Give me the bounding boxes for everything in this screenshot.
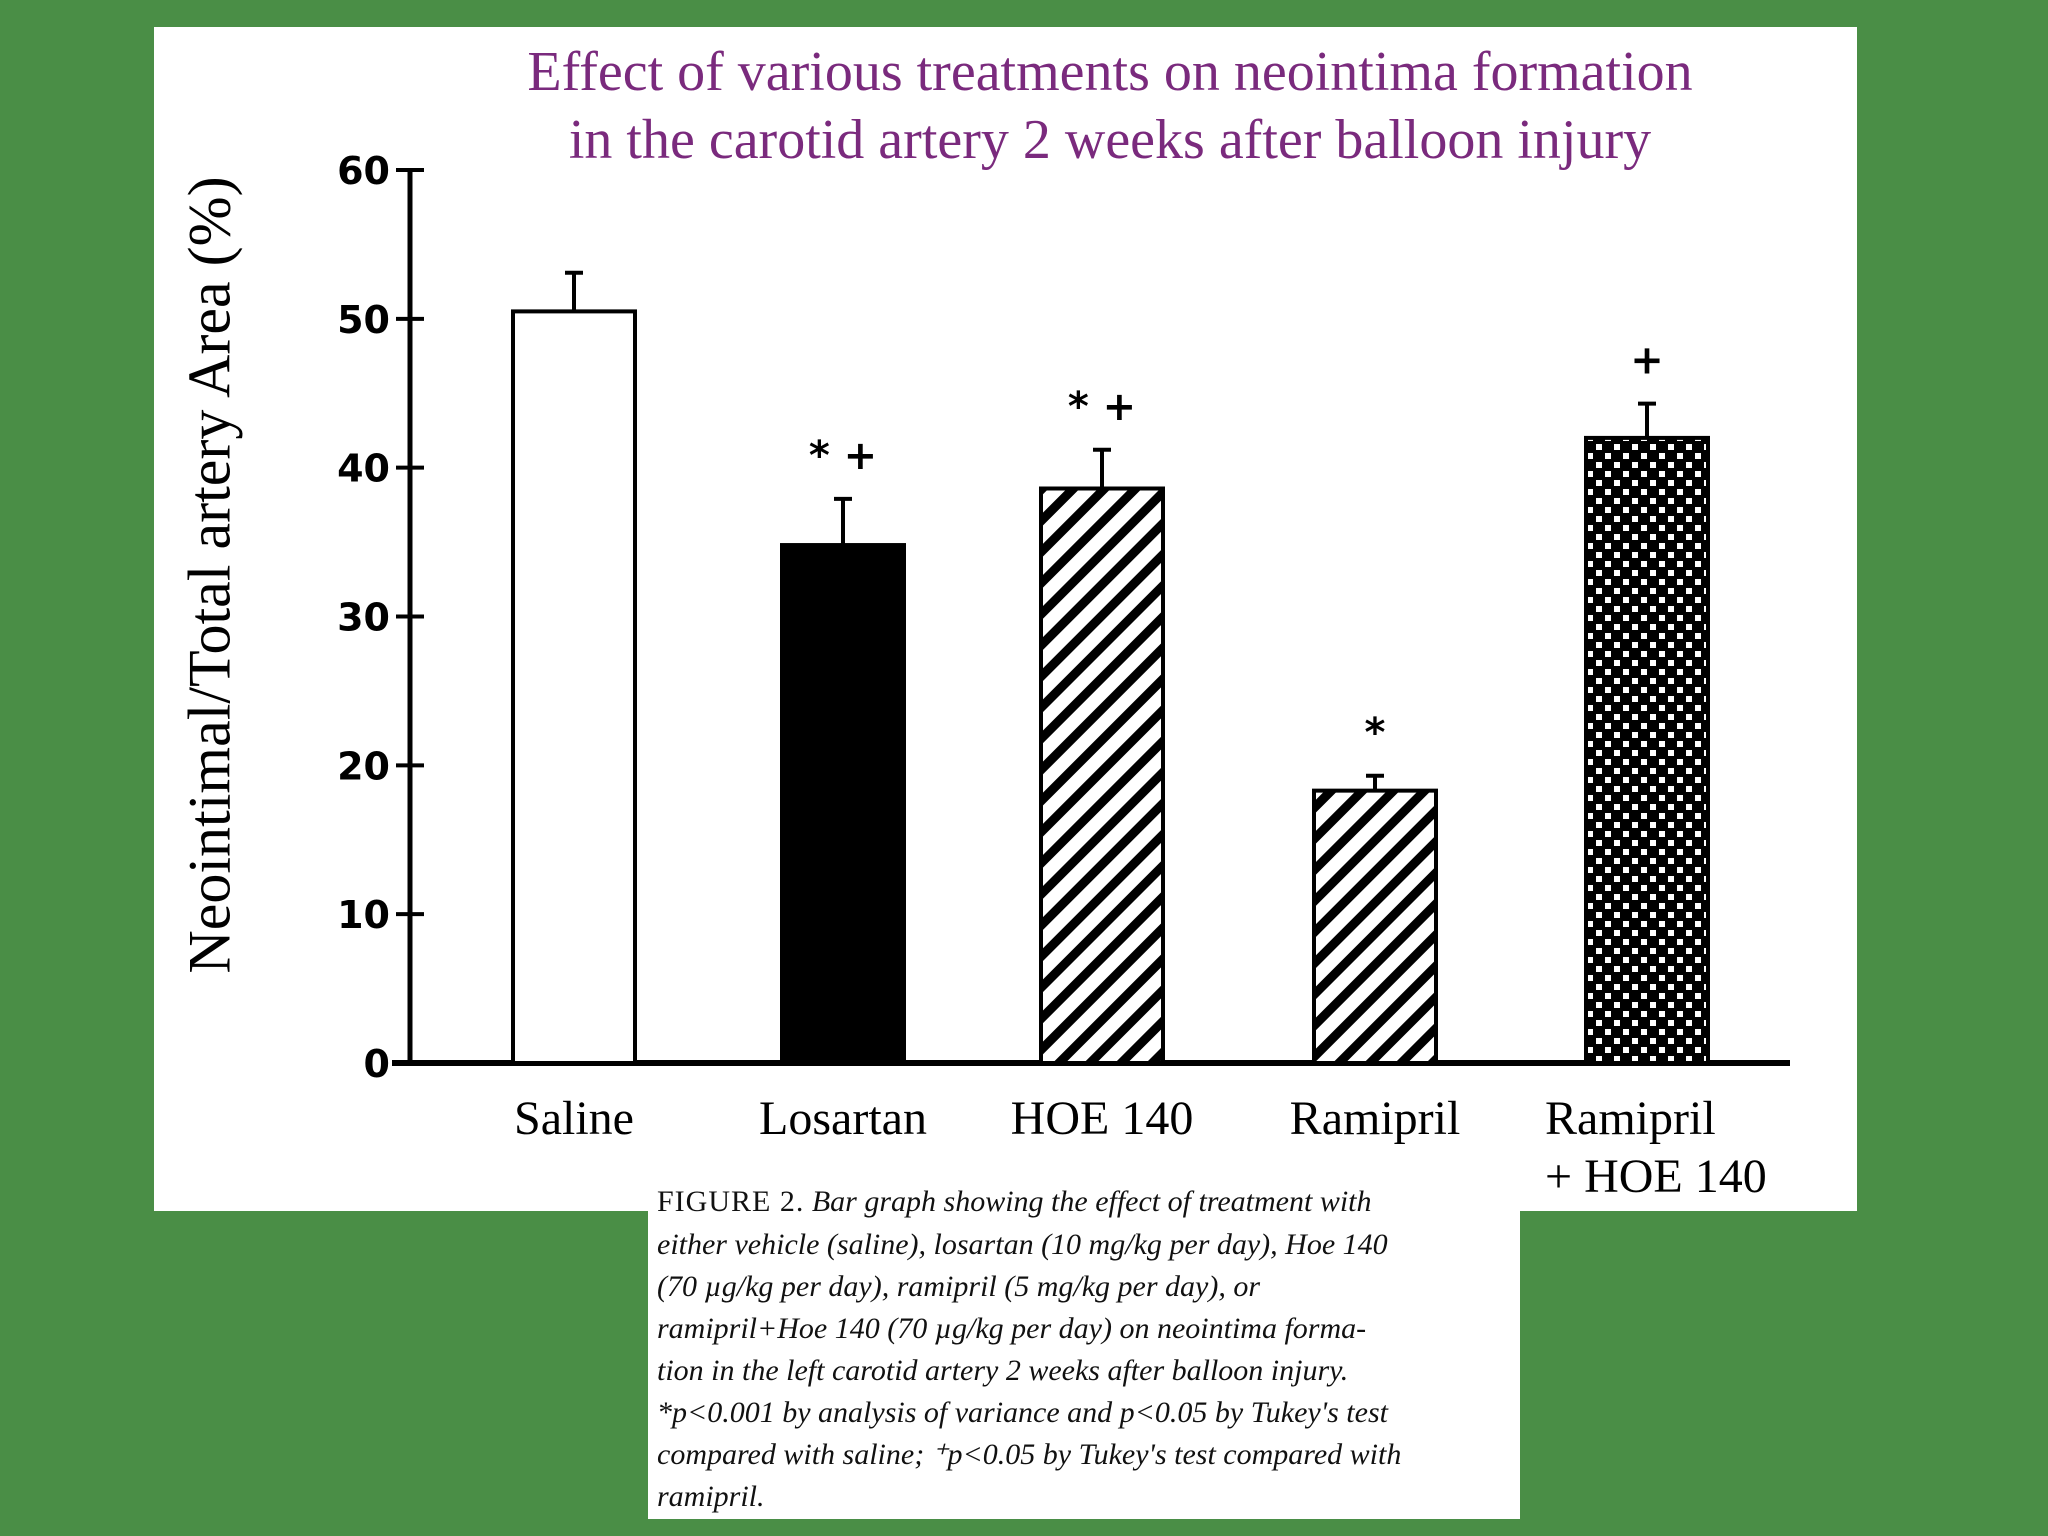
- bar: [1312, 788, 1438, 1065]
- significance-marker: +: [1630, 338, 1664, 384]
- x-category-label: Ramipril: [1290, 1092, 1461, 1145]
- y-tick-label: 20: [337, 744, 390, 788]
- x-category-label: Ramipril: [1545, 1092, 1716, 1145]
- x-category-label: Losartan: [759, 1092, 927, 1145]
- bar: [1584, 435, 1710, 1065]
- y-tick-label: 0: [364, 1042, 390, 1086]
- chart-panel: [154, 27, 1857, 1211]
- caption-line-3: (70 µg/kg per day), ramipril (5 mg/kg pe…: [657, 1270, 1261, 1303]
- y-tick-label: 50: [337, 298, 390, 342]
- x-category-label: HOE 140: [1011, 1092, 1194, 1145]
- caption-line-4: ramipril+Hoe 140 (70 µg/kg per day) on n…: [657, 1312, 1367, 1345]
- bars-group: [511, 270, 1710, 1065]
- significance-marker: * +: [1068, 384, 1136, 430]
- caption-line-5: tion in the left carotid artery 2 weeks …: [657, 1354, 1349, 1387]
- labels-group: Saline * + Losartan * + HOE 140 * Ramipril + Ram…: [514, 338, 1767, 1203]
- significance-marker: *: [1365, 710, 1386, 756]
- y-tick-label: 30: [337, 596, 390, 640]
- chart-title-line-1: Effect of various treatments on neointim…: [527, 41, 1693, 103]
- caption-line-1: FIGURE 2. Bar graph showing the effect o…: [657, 1185, 1507, 1219]
- caption-line-8: ramipril.: [657, 1480, 765, 1513]
- caption-line-6: *p<0.001 by analysis of variance and p<0…: [657, 1396, 1388, 1429]
- caption-line-1-text: Bar graph showing the effect of treatmen…: [804, 1185, 1372, 1218]
- bar: [1039, 486, 1165, 1065]
- caption-box: [648, 1176, 1520, 1519]
- caption-line-7: compared with saline; ⁺p<0.05 by Tukey's…: [657, 1438, 1402, 1471]
- x-category-label: Saline: [514, 1092, 634, 1145]
- chart-title-line-2: in the carotid artery 2 weeks after ball…: [568, 109, 1652, 171]
- y-tick-label: 10: [337, 893, 390, 937]
- caption-line-2: either vehicle (saline), losartan (10 mg…: [657, 1228, 1388, 1261]
- y-tick-label: 40: [337, 447, 390, 491]
- significance-marker: * +: [809, 433, 877, 479]
- y-tick-label: 60: [337, 149, 390, 193]
- bar: [511, 309, 637, 1065]
- caption-lead: FIGURE 2.: [657, 1185, 805, 1218]
- bar: [780, 543, 906, 1065]
- x-category-label: + HOE 140: [1545, 1150, 1767, 1203]
